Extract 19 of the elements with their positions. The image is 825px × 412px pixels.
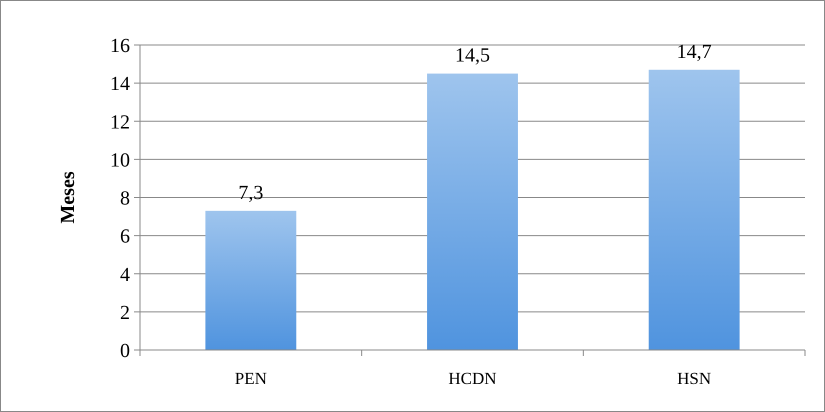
y-axis-title: Meses <box>57 171 79 224</box>
y-tick-label: 4 <box>120 264 130 286</box>
bar <box>648 70 740 350</box>
y-tick-label: 14 <box>110 73 130 96</box>
y-tick-label: 6 <box>120 226 130 248</box>
x-tick-label: HSN <box>677 369 712 388</box>
y-tick-label: 10 <box>110 149 130 172</box>
x-tick-label: PEN <box>234 369 267 388</box>
y-tick-label: 16 <box>110 35 130 57</box>
bar <box>205 210 296 350</box>
data-label: 7,3 <box>238 182 264 204</box>
data-label: 14,5 <box>455 44 490 67</box>
y-tick-label: 8 <box>120 188 130 210</box>
y-tick-label: 12 <box>110 111 130 134</box>
bar <box>427 74 518 350</box>
data-label: 14,7 <box>676 40 712 63</box>
y-tick-label: 2 <box>120 302 130 324</box>
x-tick-label: HCDN <box>448 369 497 388</box>
y-tick-label: 0 <box>120 340 130 362</box>
